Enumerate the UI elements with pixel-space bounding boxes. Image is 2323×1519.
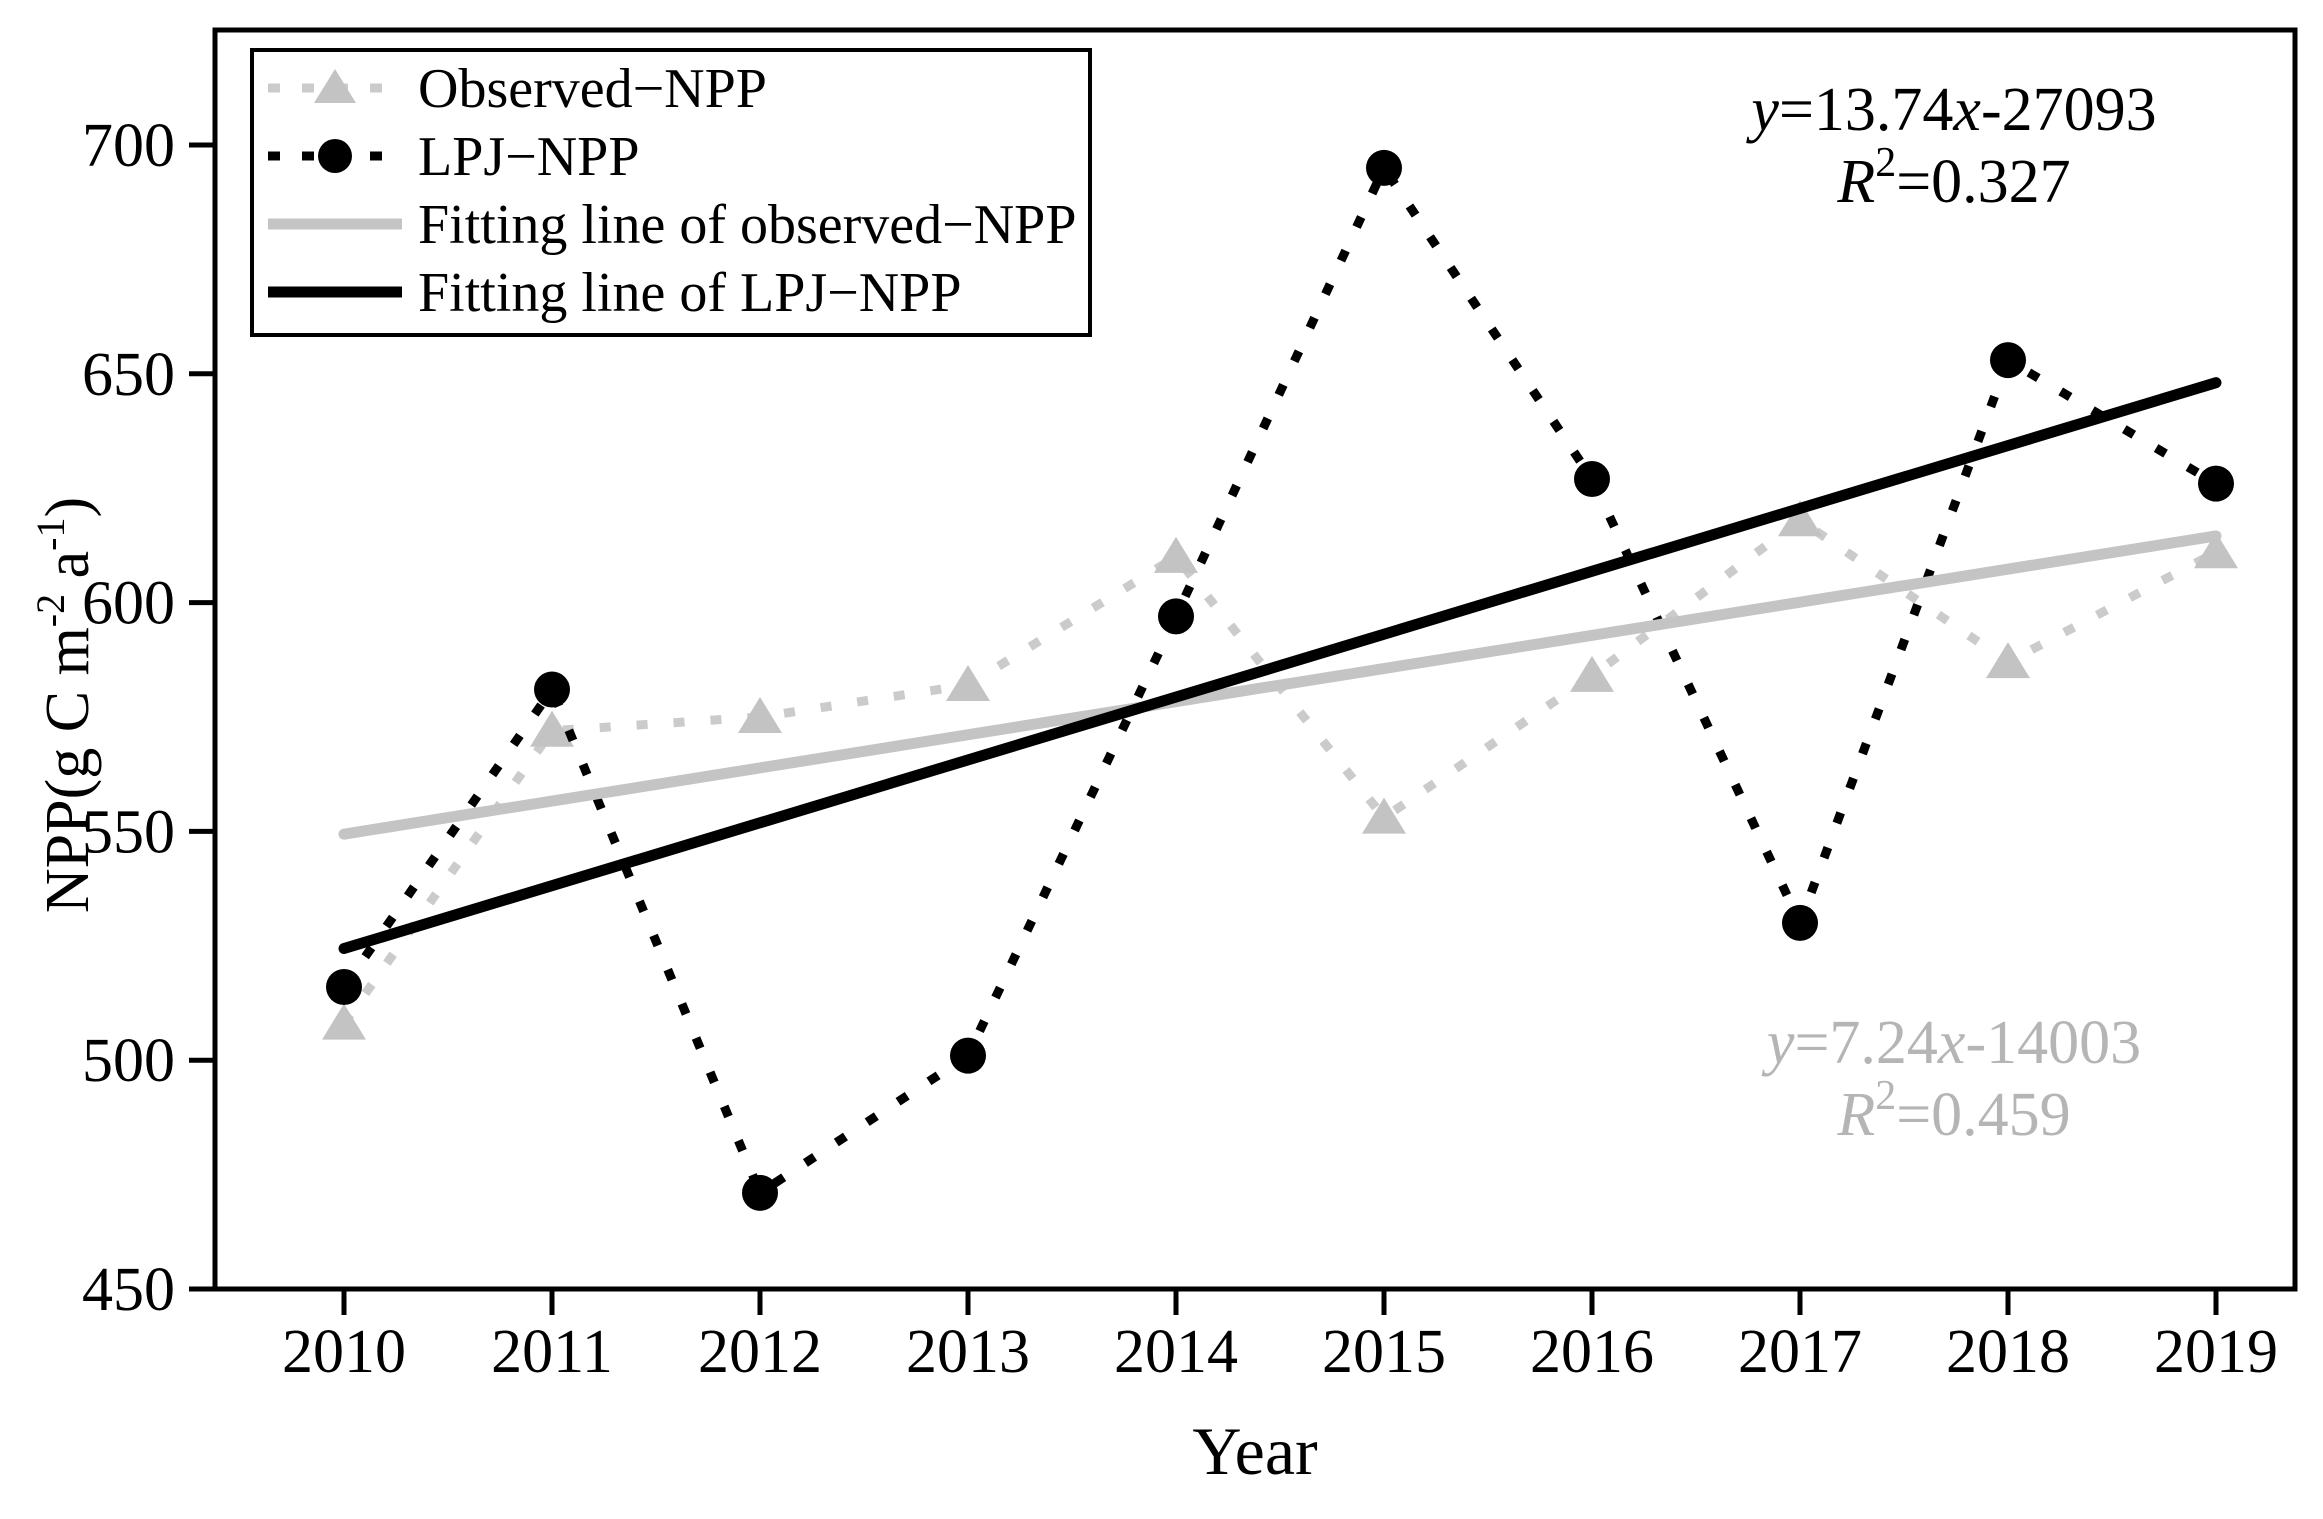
observed-fit-line bbox=[338, 530, 2222, 840]
x-tick-label: 2015 bbox=[1322, 1318, 1446, 1386]
legend-item-label: Observed−NPP bbox=[418, 58, 767, 120]
lpj-equation-line: R2=0.327 bbox=[1836, 140, 2070, 216]
lpj-fit-line bbox=[338, 377, 2222, 955]
legend-item-label: Fitting line of LPJ−NPP bbox=[418, 262, 961, 324]
y-axis: 450 500 550 600 650 700 bbox=[82, 112, 215, 1324]
y-tick-label: 700 bbox=[82, 112, 175, 180]
y-tick-label: 550 bbox=[82, 798, 175, 866]
x-tick-label: 2018 bbox=[1946, 1318, 2070, 1386]
lpj-point bbox=[742, 1174, 778, 1211]
y-axis-title: NPP(g C m-2 a-1) bbox=[28, 497, 102, 913]
observed-point bbox=[530, 710, 574, 747]
x-tick-label: 2013 bbox=[906, 1318, 1030, 1386]
x-tick-label: 2017 bbox=[1738, 1318, 1862, 1386]
x-tick-label: 2010 bbox=[282, 1318, 406, 1386]
observed-point bbox=[1778, 500, 1822, 537]
observed-point bbox=[946, 664, 990, 701]
lpj-point bbox=[534, 671, 570, 708]
lpj-series bbox=[326, 149, 2234, 1211]
plot-frame bbox=[212, 27, 2298, 1292]
observed-point bbox=[322, 1003, 366, 1040]
lpj-point bbox=[2198, 465, 2234, 502]
observed-equation-line: R2=0.459 bbox=[1836, 1073, 2070, 1149]
legend-item-label: LPJ−NPP bbox=[418, 126, 639, 188]
observed-point bbox=[738, 697, 782, 733]
lpj-point bbox=[950, 1037, 986, 1074]
lpj-equation-line: y=13.74x-27093 bbox=[1745, 76, 2156, 144]
observed-point bbox=[1154, 536, 1198, 573]
legend-item-label: Fitting line of observed−NPP bbox=[418, 194, 1076, 256]
lpj-point bbox=[326, 968, 362, 1005]
x-axis: 2010 2011 2012 2013 2014 2015 2016 2017 2018 2019 bbox=[282, 1289, 2278, 1386]
x-tick-label: 2016 bbox=[1530, 1318, 1654, 1386]
observed-point bbox=[1362, 797, 1406, 834]
legend-circle-marker bbox=[318, 139, 352, 173]
x-axis-title: Year bbox=[1192, 1413, 1318, 1489]
y-tick-label: 450 bbox=[82, 1256, 175, 1324]
lpj-point bbox=[1782, 904, 1818, 941]
x-tick-label: 2019 bbox=[2154, 1318, 2278, 1386]
lpj-point bbox=[1366, 149, 1402, 186]
x-tick-label: 2014 bbox=[1114, 1318, 1238, 1386]
x-tick-label: 2011 bbox=[491, 1318, 613, 1386]
lpj-point bbox=[1574, 461, 1610, 498]
observed-point bbox=[1986, 642, 2030, 679]
lpj-connector bbox=[340, 158, 2219, 1200]
observed-equation-line: y=7.24x-14003 bbox=[1761, 1009, 2141, 1077]
lpj-point bbox=[1158, 598, 1194, 635]
x-tick-label: 2012 bbox=[698, 1318, 822, 1386]
y-tick-label: 600 bbox=[82, 570, 175, 638]
y-tick-label: 500 bbox=[82, 1027, 175, 1095]
legend-triangle-marker bbox=[314, 69, 356, 103]
observed-point bbox=[2194, 532, 2238, 569]
observed-point bbox=[1570, 655, 1614, 692]
lpj-point bbox=[1990, 342, 2026, 379]
y-tick-label: 650 bbox=[82, 341, 175, 409]
